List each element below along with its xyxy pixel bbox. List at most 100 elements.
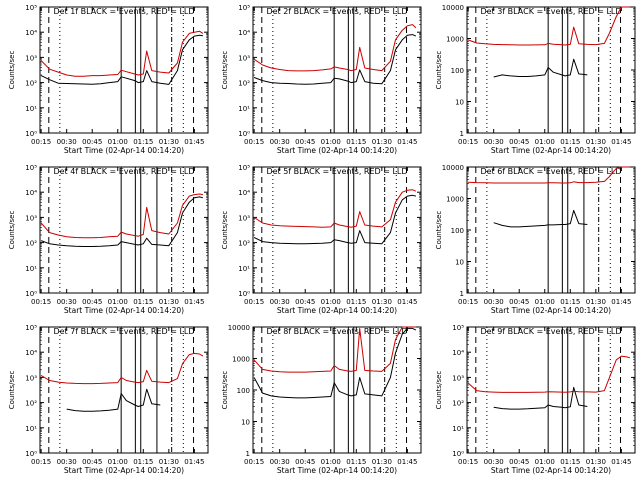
x-axis-label: Start Time (02-Apr-14 00:14:20) [64,146,184,155]
lld-series-line [468,166,630,184]
panel-8: Det 8f BLACK = Events, RED = LLD 1 10 100 10… [221,324,422,475]
y-tick-label: 10⁵ [452,324,464,332]
x-tick-label: 01:45 [611,458,631,466]
y-tick-label: 10⁴ [25,349,37,357]
plot-frame [252,6,422,134]
x-tick-label: 00:15 [244,138,264,146]
x-tick-label: 00:30 [270,138,290,146]
y-tick-label: 10⁵ [238,164,250,172]
y-tick-label: 10⁰ [25,130,37,138]
x-tick-label: 00:30 [57,138,77,146]
x-tick-label: 00:15 [458,138,478,146]
y-tick-label: 10 [241,419,250,427]
x-tick-label: 01:45 [397,298,417,306]
panel-5: Det 5f BLACK = Events, RED = LLD 10⁰ 10¹ 10… [221,164,422,315]
x-tick-label: 00:30 [57,298,77,306]
x-tick-label: 01:15 [560,138,580,146]
x-axis-label: Start Time (02-Apr-14 00:14:20) [277,466,397,475]
x-tick-label: 00:45 [82,298,102,306]
x-tick-label: 00:45 [82,138,102,146]
y-tick-label: 10⁴ [238,189,250,197]
plot-frame [466,166,636,294]
x-tick-label: 01:15 [560,298,580,306]
events-series-line [253,194,417,245]
events-series-line [253,34,417,85]
y-axis-label: Counts/sec [221,51,229,90]
plot-frame [39,6,209,134]
y-tick-label: 10¹ [25,425,37,433]
x-tick-label: 01:45 [397,138,417,146]
x-tick-label: 01:30 [586,458,606,466]
x-axis-label: Start Time (02-Apr-14 00:14:20) [491,466,611,475]
y-axis-label: Counts/sec [8,371,16,410]
y-tick-label: 1 [246,450,250,458]
x-tick-label: 01:15 [133,138,153,146]
x-tick-label: 00:45 [295,458,315,466]
x-tick-label: 00:15 [31,458,51,466]
y-tick-label: 10⁰ [25,290,37,298]
y-tick-label: 100 [451,67,464,75]
y-tick-label: 10³ [452,374,464,382]
x-tick-label: 00:30 [270,298,290,306]
x-tick-label: 00:15 [31,138,51,146]
panel-title: Det 1f BLACK = Events, RED = LLD [53,7,194,16]
x-axis-label: Start Time (02-Apr-14 00:14:20) [277,306,397,315]
y-tick-label: 10⁰ [238,130,250,138]
y-tick-label: 1 [460,290,464,298]
x-tick-label: 00:30 [484,138,504,146]
y-axis-label: Counts/sec [221,211,229,250]
x-tick-label: 00:15 [31,298,51,306]
x-tick-label: 01:15 [560,458,580,466]
y-tick-label: 10² [238,80,250,88]
x-tick-label: 01:45 [397,458,417,466]
y-tick-label: 10³ [238,214,250,222]
y-tick-label: 10² [238,240,250,248]
plot-frame [252,166,422,294]
panel-1: Det 1f BLACK = Events, RED = LLD 10⁰ 10¹ 10… [8,4,209,155]
y-tick-label: 10 [455,259,464,267]
y-tick-label: 10² [25,240,37,248]
x-tick-label: 00:15 [458,458,478,466]
y-tick-label: 10⁴ [25,29,37,37]
y-tick-label: 10³ [25,374,37,382]
y-tick-label: 10² [452,400,464,408]
panel-9: Det 9f BLACK = Events, RED = LLD 10⁰ 10¹ 10… [435,324,636,475]
x-tick-label: 01:30 [586,138,606,146]
y-tick-label: 10⁵ [25,164,37,172]
y-tick-label: 10⁵ [238,4,250,12]
panel-title: Det 7f BLACK = Events, RED = LLD [53,327,194,336]
lld-series-line [40,352,204,385]
y-axis-label: Counts/sec [8,51,16,90]
x-tick-label: 01:45 [184,458,204,466]
events-series-line [253,327,417,399]
y-tick-label: 10³ [238,54,250,62]
x-tick-label: 01:00 [535,458,555,466]
x-tick-label: 00:45 [509,458,529,466]
x-axis-label: Start Time (02-Apr-14 00:14:20) [64,306,184,315]
x-tick-label: 00:30 [57,458,77,466]
plot-frame [466,326,636,454]
y-tick-label: 10000 [442,164,464,172]
lld-series-line [467,355,631,393]
panel-title: Det 9f BLACK = Events, RED = LLD [480,327,621,336]
panel-2: Det 2f BLACK = Events, RED = LLD 10⁰ 10¹ 10… [221,4,422,155]
x-tick-label: 01:30 [159,138,179,146]
y-tick-label: 100 [237,387,250,395]
y-tick-label: 10¹ [238,265,250,273]
y-tick-label: 10⁵ [25,324,37,332]
panel-title: Det 3f BLACK = Events, RED = LLD [480,7,621,16]
panel-3: Det 3f BLACK = Events, RED = LLD 1 10 100 10… [435,4,636,155]
x-tick-label: 01:00 [108,138,128,146]
y-tick-label: 10000 [442,4,464,12]
x-axis-label: Start Time (02-Apr-14 00:14:20) [491,146,611,155]
y-tick-label: 10¹ [238,105,250,113]
x-tick-label: 00:15 [458,298,478,306]
x-tick-label: 01:00 [535,298,555,306]
y-tick-label: 10⁴ [452,349,464,357]
y-tick-label: 1000 [446,196,464,204]
y-tick-label: 1 [460,130,464,138]
y-tick-label: 10 [455,99,464,107]
x-tick-label: 01:45 [184,138,204,146]
panel-6: Det 6f BLACK = Events, RED = LLD 1 10 100 10… [435,164,636,315]
x-axis-label: Start Time (02-Apr-14 00:14:20) [277,146,397,155]
